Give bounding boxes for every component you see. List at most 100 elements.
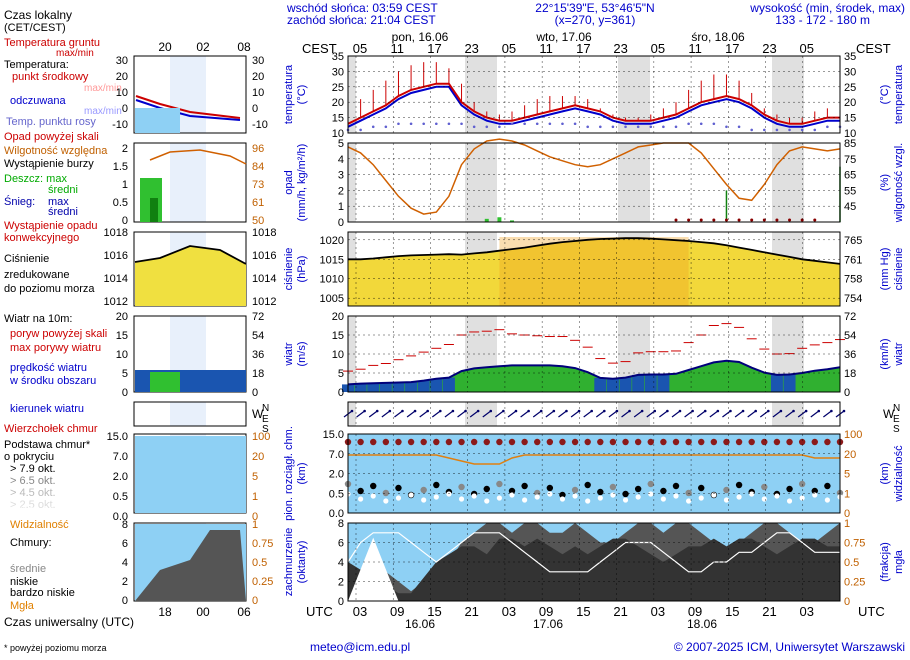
cloud-base-dot bbox=[634, 485, 642, 493]
legend-precip-text: Opad powyżej skali bbox=[4, 131, 99, 143]
legend-hour-bottom: 00 bbox=[196, 605, 210, 619]
day-bottom-label: 18.06 bbox=[687, 617, 717, 631]
wind-direction-head bbox=[628, 409, 631, 413]
wind-direction-head bbox=[363, 409, 366, 413]
dewpoint-point bbox=[586, 125, 589, 129]
legend-tick-right: 0 bbox=[252, 387, 258, 399]
y-tick-label: 1015 bbox=[320, 254, 344, 266]
hour-bottom-label: 21 bbox=[464, 604, 478, 619]
legend-tick-right: 30 bbox=[252, 55, 264, 67]
y-tick-label: 25 bbox=[332, 82, 344, 94]
dewpoint-point bbox=[662, 125, 665, 129]
cloud-base-dot bbox=[382, 489, 390, 497]
cloud-top-dot bbox=[433, 438, 440, 446]
legend-tick: 0 bbox=[122, 215, 128, 227]
legend-tick: 8 bbox=[122, 519, 128, 531]
wind-direction-head bbox=[779, 409, 783, 413]
wind-speed-low-band bbox=[644, 374, 657, 392]
legend-hour-top: 02 bbox=[196, 40, 210, 54]
legend-compass-e: E bbox=[262, 414, 269, 425]
y2-tick-label: 10 bbox=[844, 128, 856, 140]
convective-marker bbox=[699, 218, 703, 222]
cloud-base-dot bbox=[357, 487, 364, 495]
cloud-base-low-dot bbox=[496, 495, 502, 501]
axis-title-left: opad bbox=[283, 170, 295, 194]
dewpoint-point bbox=[485, 125, 489, 129]
y2-tick-label: 45 bbox=[844, 201, 856, 213]
cloud-base-low-dot bbox=[408, 492, 414, 498]
wind-direction-arrow bbox=[368, 410, 378, 418]
night-band bbox=[618, 402, 650, 426]
wind-speed-low-band bbox=[619, 377, 632, 392]
legend-wind-text: prędkość wiatru bbox=[10, 362, 87, 374]
convective-marker bbox=[788, 218, 792, 222]
local-time-zone: (CET/CEST) bbox=[4, 22, 66, 34]
wind-direction-head bbox=[603, 409, 606, 413]
wind-direction-arrow bbox=[810, 410, 820, 418]
legend-tick: 0 bbox=[122, 387, 128, 399]
dewpoint-point bbox=[435, 122, 438, 126]
cloud-top-dot bbox=[685, 438, 692, 446]
wind-speed-line bbox=[347, 359, 841, 386]
cloud-base-dot bbox=[571, 486, 579, 494]
y-tick-label: 8 bbox=[338, 518, 344, 530]
wind-direction-arrow bbox=[545, 410, 555, 418]
legend-panel-frame bbox=[133, 401, 247, 427]
y2-tick-label: 0 bbox=[844, 508, 850, 520]
wind-direction-head bbox=[476, 409, 480, 413]
y-tick-label: 7.0 bbox=[329, 449, 344, 461]
y2-tick-label: 20 bbox=[844, 97, 856, 109]
dewpoint-point bbox=[460, 122, 463, 126]
cloud-base-dot bbox=[458, 483, 465, 491]
dewpoint-point bbox=[409, 122, 413, 126]
cloud-base-dot bbox=[685, 489, 692, 497]
cloud-base-low-dot bbox=[547, 491, 553, 497]
legend-compass-w: W bbox=[252, 407, 264, 421]
cloud-base-low-dot bbox=[559, 496, 566, 502]
legend-temp-text: punkt środkowy bbox=[12, 71, 89, 83]
cloud-base-dot bbox=[496, 480, 503, 488]
legend-tick-right: 1018 bbox=[252, 227, 276, 239]
convective-marker bbox=[724, 218, 728, 222]
legend-pressure-text: Ciśnienie bbox=[4, 253, 49, 265]
wind-direction-head bbox=[502, 409, 505, 413]
wind-direction-arrow bbox=[431, 410, 441, 418]
wind-speed-low-band bbox=[405, 382, 418, 392]
compass-w: W bbox=[883, 407, 895, 421]
fog-wedge bbox=[348, 537, 399, 601]
wind-direction-arrow bbox=[709, 410, 719, 418]
compass-s: S bbox=[893, 424, 900, 435]
legend-hour-bottom: 06 bbox=[237, 605, 251, 619]
axis-title-right: ciśnienie bbox=[893, 248, 905, 291]
wind-direction-arrow bbox=[633, 410, 643, 418]
wind-direction-head bbox=[615, 409, 619, 413]
y2-tick-label: 0 bbox=[844, 596, 850, 608]
legend-tick: 20 bbox=[116, 71, 128, 83]
wind-direction-head bbox=[792, 409, 795, 413]
email-link[interactable]: meteo@icm.edu.pl bbox=[310, 640, 410, 654]
dewpoint-point bbox=[371, 125, 375, 129]
night-band bbox=[348, 56, 356, 133]
coordinates-text: 22°15'39"E, 53°46'5"N bbox=[535, 1, 654, 15]
axis-title-left: pion. rozciągł. chm. bbox=[283, 426, 295, 521]
cloud-base-dot bbox=[395, 484, 402, 492]
legend-cloud-sky bbox=[135, 436, 246, 513]
wind-speed-area bbox=[348, 360, 840, 392]
cloud-top-dot bbox=[496, 438, 503, 446]
legend-tick-right: 84 bbox=[252, 161, 264, 173]
rain-mean-bar bbox=[497, 217, 502, 222]
legend-tick: 0.5 bbox=[113, 197, 128, 209]
local-time-label: Czas lokalny bbox=[4, 8, 72, 22]
dewpoint-point bbox=[422, 122, 425, 126]
cloud-base-dot bbox=[370, 482, 377, 490]
cloud-base-dot bbox=[723, 486, 730, 494]
copyright-text: © 2007-2025 ICM, Uniwersytet Warszawski bbox=[674, 640, 905, 654]
cloud-base-dot bbox=[647, 480, 654, 488]
dewpoint-point bbox=[447, 122, 451, 126]
wind-direction-arrow bbox=[570, 410, 580, 418]
legend-tick: 1016 bbox=[104, 250, 128, 262]
dewpoint-point bbox=[397, 122, 400, 126]
cloud-base-low-dot bbox=[749, 491, 755, 497]
axis-unit-left: (°C) bbox=[296, 85, 308, 105]
wind-direction-head bbox=[754, 409, 757, 413]
